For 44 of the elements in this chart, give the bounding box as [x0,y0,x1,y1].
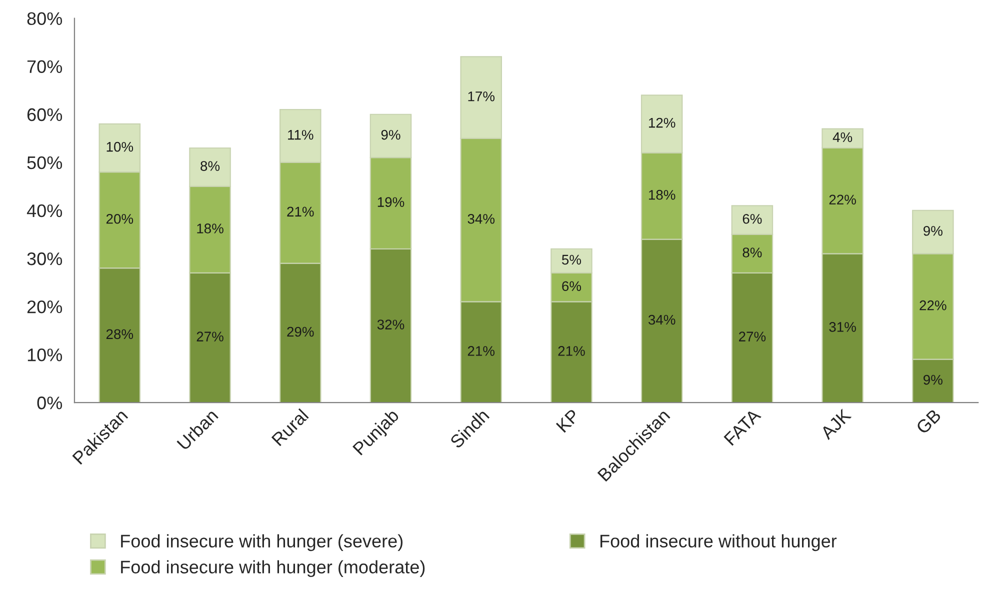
y-tick-label: 80% [27,12,62,26]
y-tick-label: 10% [28,348,62,362]
data-label: 6% [562,281,582,292]
data-label: 21% [468,346,495,356]
data-label: 28% [106,329,134,340]
data-label: 9% [381,130,400,140]
data-label: 27% [196,332,224,342]
legend-label: Food insecure without hunger [600,534,837,552]
data-label: 22% [829,194,856,205]
y-tick-label: 0% [37,396,62,410]
data-label: 17% [468,92,495,102]
data-label: 19% [378,197,404,207]
data-label: 4% [832,132,852,142]
data-label: 8% [200,161,220,171]
data-label: 11% [288,130,314,140]
data-label: 21% [287,206,314,217]
data-label: 9% [924,226,942,236]
data-label: 29% [287,326,314,337]
data-label: 12% [648,118,676,128]
data-label: 22% [920,300,946,310]
data-label: 18% [197,224,224,234]
y-tick-label: 30% [27,252,62,266]
x-tick-label: GB [915,408,942,435]
x-tick-label: KP [556,408,580,433]
y-tick-label: 70% [27,60,62,74]
data-label: 32% [377,320,404,330]
data-label: 34% [648,314,676,325]
data-label: 27% [739,332,766,342]
y-tick-label: 60% [27,108,62,122]
data-label: 8% [742,248,762,258]
y-tick-label: 40% [26,204,62,218]
data-label: 10% [106,142,134,152]
data-label: 21% [558,346,585,356]
data-label: 18% [648,190,676,200]
data-label: 31% [829,322,856,332]
legend-label: Food insecure with hunger (moderate) [121,560,425,578]
data-label: 5% [562,254,582,265]
y-tick-label: 50% [27,156,62,170]
data-label: 34% [468,214,495,224]
data-label: 9% [924,374,942,385]
y-tick-label: 20% [27,300,62,314]
data-label: 20% [106,214,134,224]
legend-label: Food insecure with hunger (severe) [121,534,403,552]
data-label: 6% [742,214,762,224]
